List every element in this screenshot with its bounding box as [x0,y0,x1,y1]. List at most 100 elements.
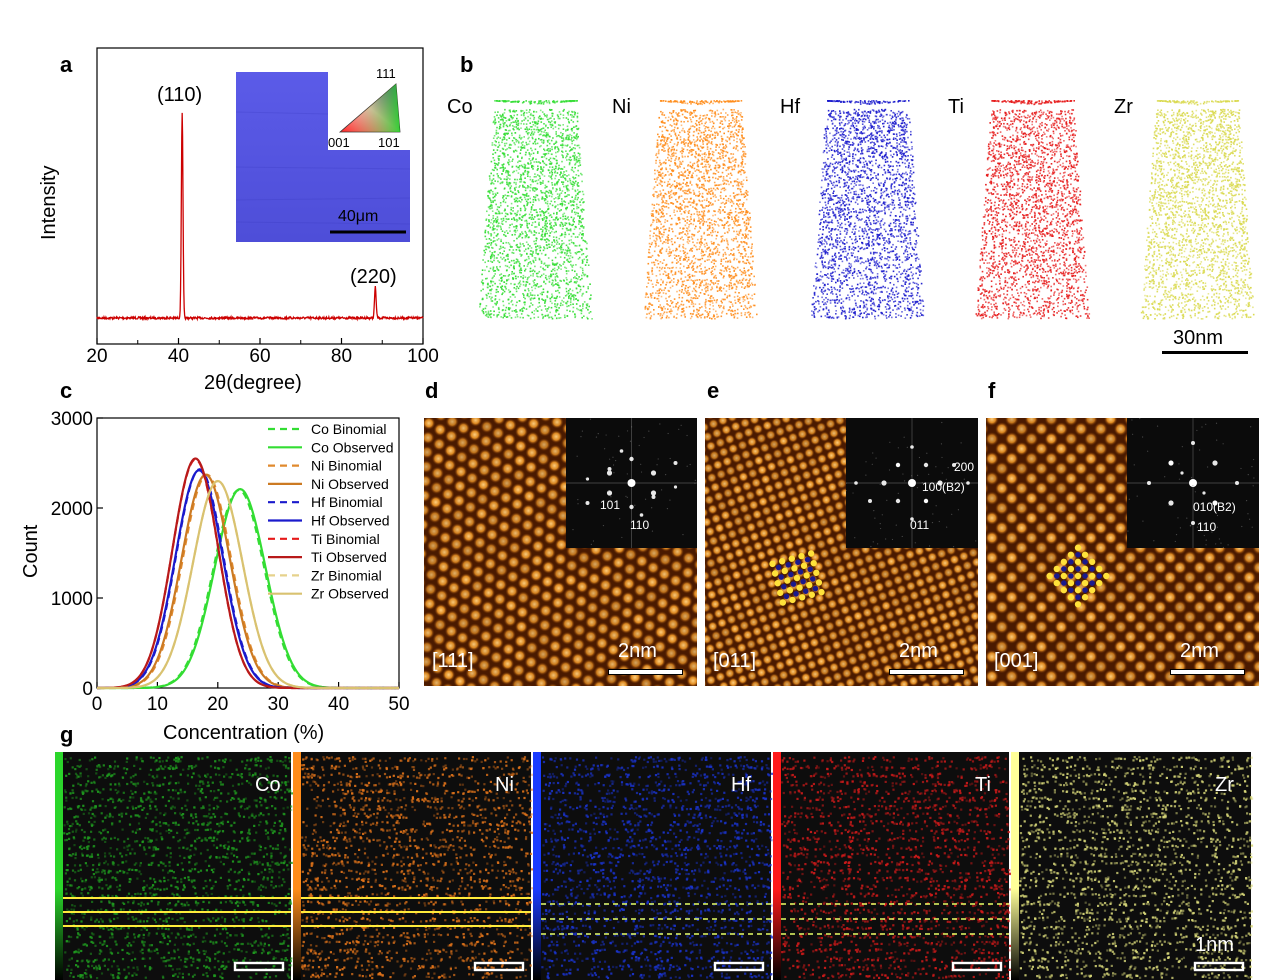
xrd-ylabel: Intensity [38,166,61,240]
xrd-xtick-label: 40 [168,346,189,367]
atom-marker [1081,565,1089,573]
atom-marker [786,587,794,594]
xrd-xtick-label: 20 [86,346,107,367]
apt-label-hf: Hf [780,96,800,119]
conc-xtick-label: 0 [92,694,103,715]
atom-marker [1088,572,1096,580]
atom-marker [1061,580,1067,586]
atom-marker [806,581,813,589]
ebsd-inset: 111 001 101 40μm [235,66,411,242]
apt-panel: Co Ni Hf Ti Zr 30nm [440,80,1269,370]
atom-marker [1053,573,1060,579]
atom-marker [809,576,816,582]
atom-marker [1096,573,1103,579]
fft-d-label-110: 110 [630,518,649,532]
stem-image-001: 010(B2) 110 [001] 2nm [986,418,1259,686]
eds-colorbar [55,752,63,980]
atom-marker [808,591,816,598]
conc-xtick-label: 10 [147,694,168,715]
concentration-panel: 0 10 20 30 40 50 0 1000 2000 3000 Co Binomial Co O… [0,400,420,750]
eds-label-hf: Hf [731,774,751,797]
atom-marker [1103,572,1110,580]
eds-label-ni: Ni [495,774,514,797]
atom-marker [779,599,787,606]
legend-label: Co Binomial [311,421,386,437]
atom-marker [1096,565,1103,573]
atom-marker [778,558,786,565]
xrd-panel: 20 40 60 80 100 Intensity 2θ(degree) (110) (… [0,0,460,400]
atom-marker [1074,558,1082,566]
conc-xlabel: Concentration (%) [163,722,324,745]
conc-axes-box [96,417,400,689]
ipf-label-111: 111 [376,66,396,81]
eds-colorbar [1011,752,1019,980]
atom-marker [795,559,801,566]
eds-map-zr [1011,752,1254,980]
atom-marker [803,572,810,579]
atom-marker [1068,587,1074,593]
atom-marker [807,566,813,573]
atom-marker [1096,579,1103,587]
fft-e-label-200: 200 [954,460,974,474]
apt-cloud-co [479,100,593,320]
atom-marker [797,569,804,575]
stem-d-scale-label: 2nm [618,640,657,663]
xrd-pattern-line [96,112,424,322]
panel-label-d: d [425,380,438,402]
atom-marker [798,552,805,560]
stem-image-111: 101 110 [111] 2nm [424,418,697,686]
atom-marker [1075,551,1081,558]
atom-marker [802,588,809,594]
atom-marker [800,578,806,585]
atom-marker [785,562,792,568]
atom-marker [800,562,808,569]
ipf-label-101: 101 [378,135,400,150]
atom-marker [1082,573,1088,579]
atom-marker [790,581,797,587]
ipf-label-001: 001 [328,135,350,150]
atom-marker [789,596,796,604]
fft-d-label-101: 101 [600,498,620,512]
eds-map-hf [533,752,774,980]
atom-marker [798,594,806,601]
stem-f-scalebar [1170,669,1245,675]
apt-scale-label: 30nm [1173,327,1223,350]
atom-marker [1067,579,1075,587]
atom-marker [1088,558,1096,566]
conc-xtick-label: 50 [388,694,409,715]
atom-marker [1075,580,1081,586]
stem-lattice-f [986,418,1259,686]
atom-marker [783,593,790,600]
apt-cloud-zr [1140,100,1255,320]
xrd-peak-label-110: (110) [157,84,202,107]
apt-label-ni: Ni [612,96,631,119]
atom-marker [812,585,819,592]
atom-marker [1067,551,1075,558]
atom-marker [777,589,784,597]
atom-marker [1046,572,1053,580]
atom-marker [778,574,785,580]
legend-label: Ti Binomial [311,531,380,547]
eds-scale-label: 1nm [1195,934,1234,957]
zone-axis-001: [001] [994,650,1038,673]
eds-scalebar [713,961,765,972]
atom-marker [1075,566,1081,572]
atom-marker [1082,559,1088,565]
panel-label-c: c [60,380,72,402]
apt-reconstructions [479,100,1255,320]
panel-label-f: f [988,380,995,402]
stem-e-scalebar [889,669,964,675]
conc-xtick-label: 40 [328,694,349,715]
xrd-xtick-label: 100 [407,346,439,367]
panel-label-g: g [60,724,73,746]
fft-f-label-010b2: 010(B2) [1193,500,1236,514]
atom-marker [793,574,801,582]
apt-cloud-ni [644,100,758,320]
conc-ytick-label: 0 [82,679,93,700]
conc-ytick-label: 1000 [51,589,93,610]
concentration-chart: 0 10 20 30 40 50 0 1000 2000 3000 Co Binomial Co O… [51,409,410,715]
xrd-chart: 20 40 60 80 100 [86,47,439,367]
atom-marker [1061,566,1067,572]
atom-marker [796,584,803,591]
atom-marker [788,555,796,562]
